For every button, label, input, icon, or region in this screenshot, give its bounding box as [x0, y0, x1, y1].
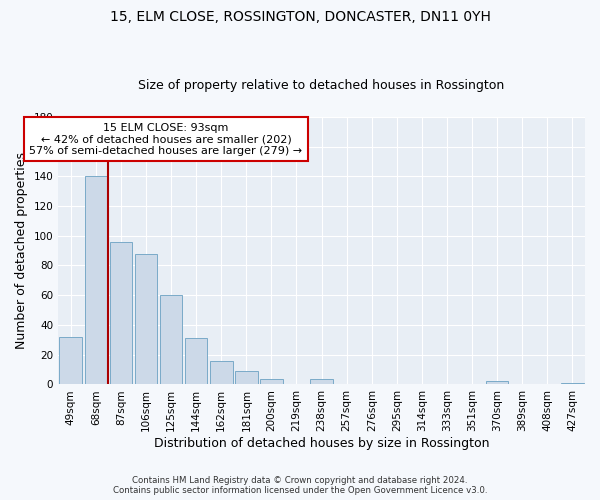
Bar	[185, 338, 208, 384]
X-axis label: Distribution of detached houses by size in Rossington: Distribution of detached houses by size …	[154, 437, 490, 450]
Bar	[486, 382, 508, 384]
Bar	[59, 337, 82, 384]
Title: Size of property relative to detached houses in Rossington: Size of property relative to detached ho…	[139, 79, 505, 92]
Bar	[260, 378, 283, 384]
Bar	[561, 383, 584, 384]
Bar	[110, 242, 132, 384]
Bar	[210, 360, 233, 384]
Bar	[85, 176, 107, 384]
Text: 15, ELM CLOSE, ROSSINGTON, DONCASTER, DN11 0YH: 15, ELM CLOSE, ROSSINGTON, DONCASTER, DN…	[110, 10, 490, 24]
Bar	[310, 378, 333, 384]
Bar	[134, 254, 157, 384]
Y-axis label: Number of detached properties: Number of detached properties	[15, 152, 28, 349]
Text: Contains HM Land Registry data © Crown copyright and database right 2024.
Contai: Contains HM Land Registry data © Crown c…	[113, 476, 487, 495]
Bar	[160, 295, 182, 384]
Bar	[235, 371, 257, 384]
Text: 15 ELM CLOSE: 93sqm
← 42% of detached houses are smaller (202)
57% of semi-detac: 15 ELM CLOSE: 93sqm ← 42% of detached ho…	[29, 122, 302, 156]
